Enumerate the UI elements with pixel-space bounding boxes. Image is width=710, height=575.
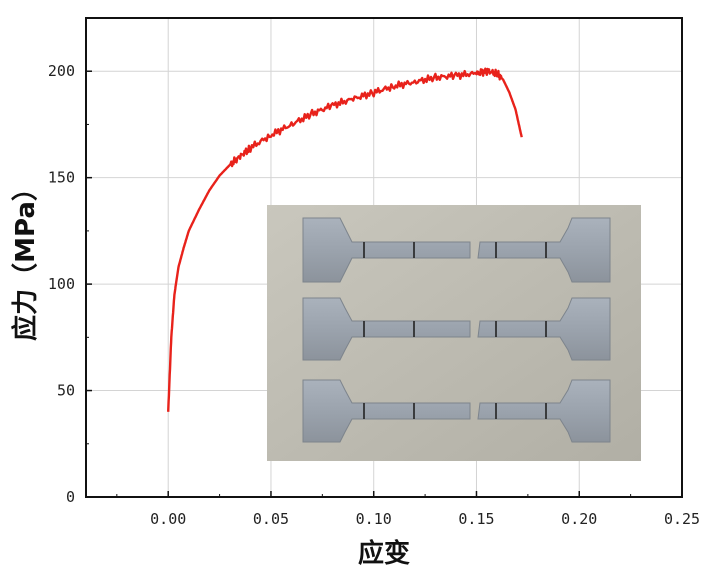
x-axis-title: 应变 (358, 538, 410, 569)
y-tick-label: 100 (48, 275, 75, 293)
specimen (302, 217, 611, 283)
x-tick-label: 0.10 (356, 510, 392, 528)
x-tick-label: 0.00 (150, 510, 186, 528)
x-tick-label: 0.25 (664, 510, 700, 528)
y-tick-label: 150 (48, 169, 75, 187)
stress-strain-curve (167, 67, 523, 412)
x-tick-label: 0.15 (458, 510, 494, 528)
y-tick-label: 0 (66, 488, 75, 506)
y-axis-title: 应力（MPa） (10, 175, 41, 341)
y-tick-label: 50 (57, 382, 75, 400)
y-tick-label: 200 (48, 62, 75, 80)
specimen (302, 379, 611, 443)
tensile-specimens-photo (267, 205, 641, 461)
x-tick-label: 0.05 (253, 510, 289, 528)
x-tick-label: 0.20 (561, 510, 597, 528)
y-tick-labels: 0 50 100 150 200 (48, 62, 75, 506)
x-tick-labels: 0.00 0.05 0.10 0.15 0.20 0.25 (150, 510, 700, 528)
plot-frame (85, 17, 683, 498)
specimen (302, 297, 611, 361)
